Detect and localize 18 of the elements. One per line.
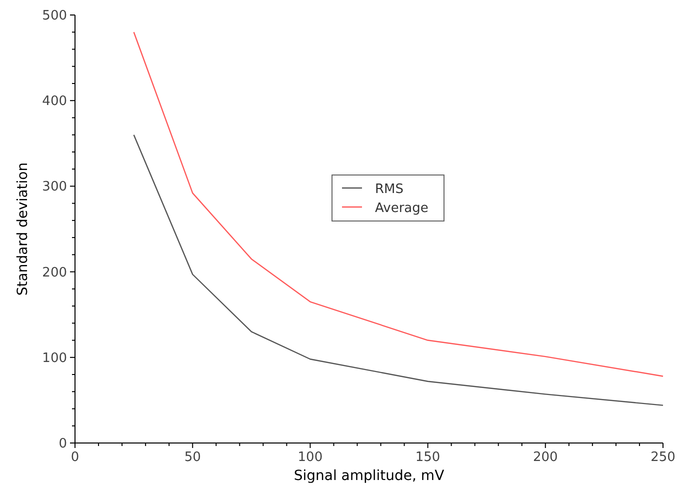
x-axis-title: Signal amplitude, mV	[294, 468, 445, 484]
legend-label: Average	[375, 201, 428, 216]
y-tick-label: 100	[42, 350, 67, 366]
x-tick-label: 150	[415, 450, 440, 465]
y-tick-label: 500	[42, 8, 67, 24]
y-tick-label: 400	[42, 94, 67, 110]
x-tick-label: 50	[184, 450, 201, 465]
x-tick-label: 200	[532, 450, 558, 465]
y-tick-label: 200	[42, 265, 67, 280]
y-tick-label: 300	[42, 180, 67, 195]
line-series	[133, 134, 664, 406]
x-tick-label: 250	[650, 450, 676, 465]
line-series	[133, 32, 664, 377]
x-tick-label: 0	[70, 450, 80, 465]
y-tick-label: 0	[58, 436, 67, 452]
legend-label: RMS	[375, 182, 404, 197]
y-axis-title: Standard deviation	[15, 162, 31, 296]
x-tick-label: 100	[298, 450, 323, 465]
